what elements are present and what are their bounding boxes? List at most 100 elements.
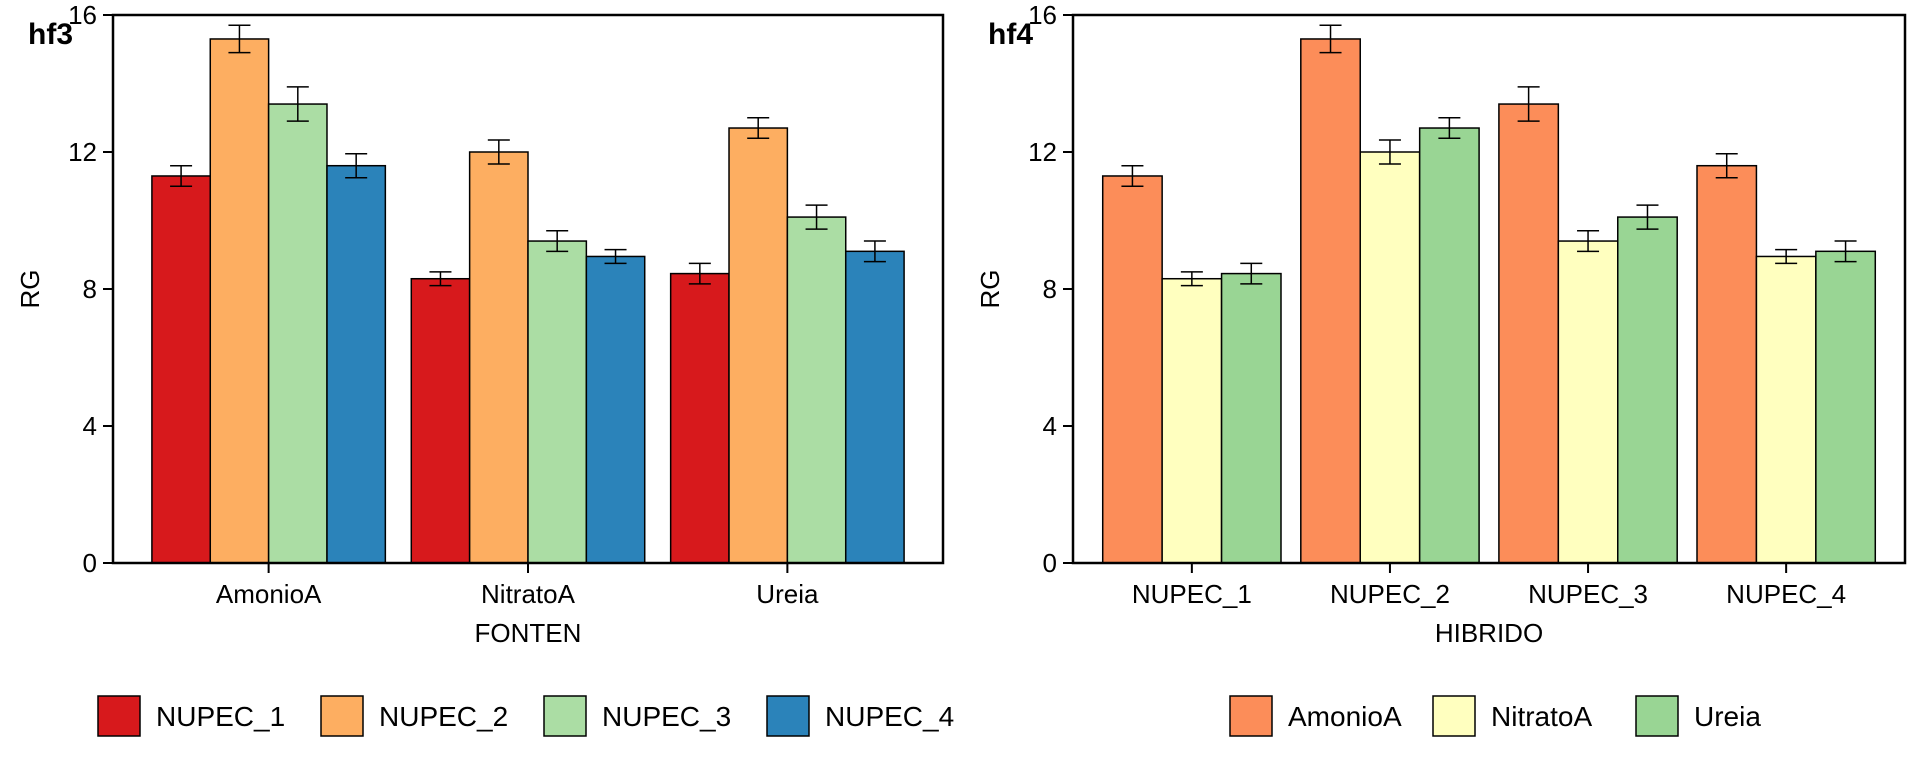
x-tick-label: NitratoA [481, 579, 576, 609]
legend: NUPEC_1 NUPEC_2 NUPEC_3 NUPEC_4 [97, 695, 954, 737]
bar-NitratoA-NUPEC_2 [1359, 151, 1421, 564]
legend-swatch [543, 695, 587, 737]
legend-swatch [97, 695, 141, 737]
bar-NUPEC_1-AmonioA [151, 175, 212, 564]
error-bar [805, 204, 828, 230]
error-bar [429, 271, 452, 287]
error-bars-group [170, 24, 886, 287]
bar-NUPEC_3-AmonioA [267, 103, 328, 564]
bar-NUPEC_4-NitratoA [585, 255, 646, 564]
y-tick-label: 16 [1028, 0, 1057, 30]
legend-item-NitratoA: NitratoA [1432, 695, 1592, 737]
y-tick-label: 0 [83, 548, 97, 578]
y-tick-label: 4 [83, 411, 97, 441]
y-tick-label: 0 [1043, 548, 1057, 578]
chart-panel-hf4: hf4 0 4 8 12 16 NUPEC_1 NUPEC_2 NUPEC_3 NUPEC_4… [975, 0, 1907, 737]
plot-frame [1071, 13, 1907, 565]
plot-frame [111, 13, 945, 565]
bars-group [151, 38, 905, 564]
error-bar [863, 240, 886, 263]
x-axis-title: HIBRIDO [1435, 618, 1543, 648]
error-bar [1775, 248, 1798, 265]
x-axis: AmonioA NitratoA Ureia [216, 563, 819, 609]
error-bar [1517, 86, 1540, 122]
bar-NUPEC_2-NitratoA [468, 151, 529, 564]
error-bars-group [1121, 24, 1857, 287]
legend-label: NUPEC_3 [602, 701, 731, 732]
error-bar [345, 152, 368, 179]
panel-tag: hf4 [988, 18, 1033, 51]
y-axis: 0 4 8 12 16 [68, 0, 113, 578]
error-bar [1121, 164, 1144, 187]
y-axis-title: RG [975, 270, 1005, 309]
legend: AmonioA NitratoA Ureia [1229, 695, 1761, 737]
bar-AmonioA-NUPEC_3 [1498, 103, 1560, 564]
bar-Ureia-NUPEC_1 [1220, 272, 1282, 564]
error-bar [688, 262, 711, 285]
bar-NUPEC_4-Ureia [844, 250, 905, 564]
y-tick-label: 8 [1043, 274, 1057, 304]
bar-NUPEC_1-Ureia [669, 272, 730, 564]
bar-NUPEC_1-NitratoA [410, 277, 471, 564]
error-bar [546, 230, 569, 253]
chart-panel-hf3: hf3 0 4 8 12 16 AmonioA NitratoA Ureia RG FONT… [15, 0, 954, 737]
y-axis: 0 4 8 12 16 [1028, 0, 1073, 578]
x-tick-label: NUPEC_3 [1528, 579, 1648, 609]
bar-NUPEC_3-Ureia [786, 216, 847, 564]
x-tick-label: NUPEC_2 [1330, 579, 1450, 609]
error-bar [228, 24, 251, 54]
legend-item-NUPEC_1: NUPEC_1 [97, 695, 285, 737]
error-bar [1240, 262, 1263, 285]
bar-AmonioA-NUPEC_4 [1696, 164, 1758, 564]
legend-label: NUPEC_2 [379, 701, 508, 732]
bar-NitratoA-NUPEC_3 [1557, 240, 1619, 564]
x-axis-title: FONTEN [475, 618, 582, 648]
bar-NUPEC_4-AmonioA [326, 164, 387, 564]
y-tick-label: 4 [1043, 411, 1057, 441]
legend-label: NitratoA [1491, 701, 1592, 732]
y-tick-label: 12 [68, 137, 97, 167]
bar-AmonioA-NUPEC_2 [1300, 38, 1361, 564]
x-axis: NUPEC_1 NUPEC_2 NUPEC_3 NUPEC_4 [1132, 563, 1846, 609]
panel-tag: hf3 [28, 18, 73, 51]
legend-item-NUPEC_2: NUPEC_2 [320, 695, 508, 737]
bar-NitratoA-NUPEC_4 [1755, 255, 1817, 564]
y-tick-label: 8 [83, 274, 97, 304]
error-bar [1180, 271, 1203, 287]
x-tick-label: AmonioA [216, 579, 322, 609]
error-bar [1636, 204, 1659, 230]
error-bar [487, 139, 510, 165]
legend-label: NUPEC_4 [825, 701, 954, 732]
error-bar [604, 248, 627, 265]
bar-Ureia-NUPEC_2 [1418, 127, 1480, 564]
bars-group [1101, 38, 1877, 564]
bar-Ureia-NUPEC_4 [1815, 250, 1877, 564]
x-tick-label: NUPEC_4 [1726, 579, 1846, 609]
error-bar [747, 117, 770, 140]
error-bar [1378, 139, 1401, 165]
error-bar [1834, 240, 1857, 263]
legend-item-NUPEC_3: NUPEC_3 [543, 695, 731, 737]
x-tick-label: Ureia [756, 579, 819, 609]
bar-Ureia-NUPEC_3 [1617, 216, 1678, 564]
error-bar [286, 86, 309, 122]
legend-swatch [1635, 695, 1679, 737]
bar-NUPEC_2-Ureia [728, 127, 789, 564]
legend-swatch [320, 695, 364, 737]
legend-swatch [766, 695, 810, 737]
y-tick-label: 16 [68, 0, 97, 30]
legend-swatch [1229, 695, 1273, 737]
x-tick-label: NUPEC_1 [1132, 579, 1252, 609]
legend-swatch [1432, 695, 1476, 737]
y-tick-label: 12 [1028, 137, 1057, 167]
bar-NUPEC_3-NitratoA [527, 240, 588, 564]
legend-item-AmonioA: AmonioA [1229, 695, 1402, 737]
legend-item-Ureia: Ureia [1635, 695, 1761, 737]
legend-label: NUPEC_1 [156, 701, 285, 732]
error-bar [1319, 24, 1342, 54]
legend-label: AmonioA [1288, 701, 1402, 732]
error-bar [1438, 117, 1461, 140]
error-bar [1577, 230, 1600, 253]
bar-NUPEC_2-AmonioA [209, 38, 270, 564]
